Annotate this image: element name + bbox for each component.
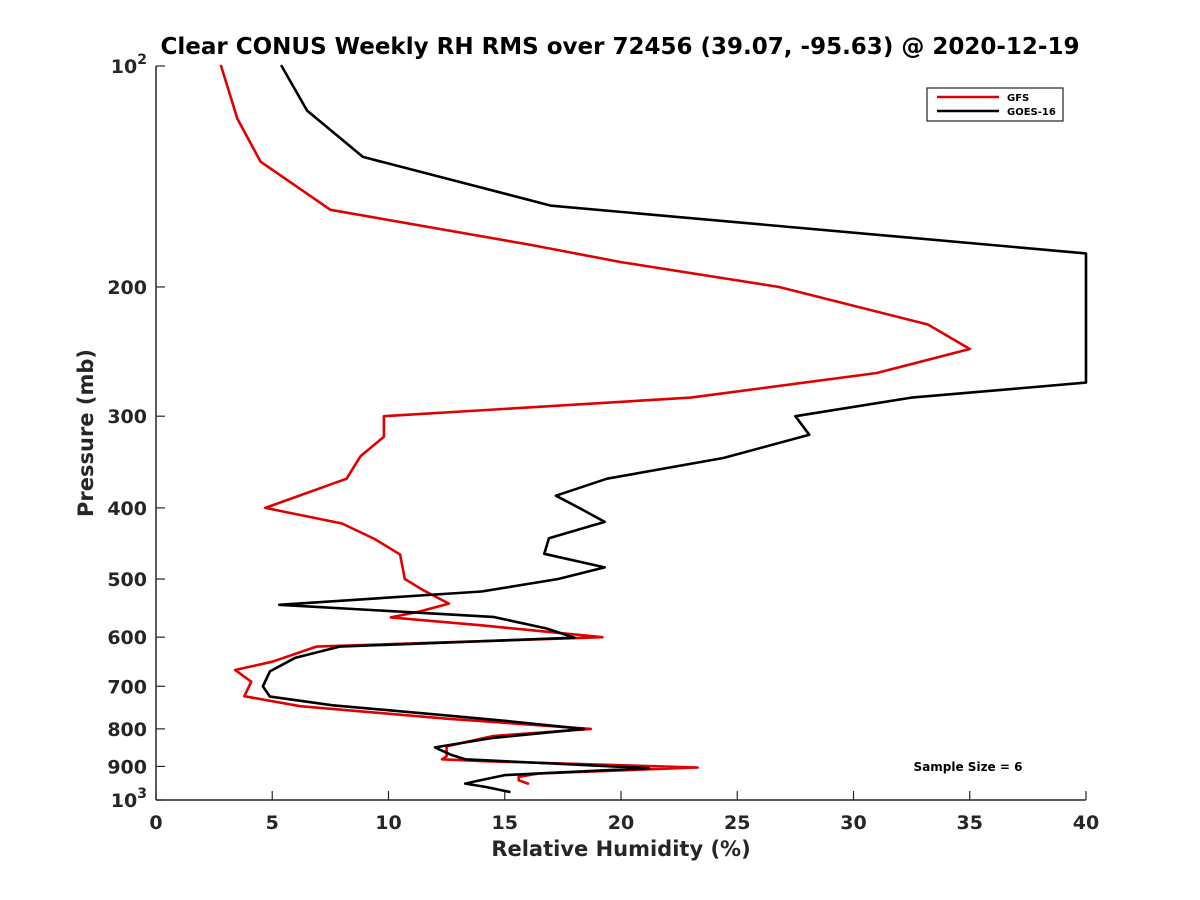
y-axis-label: Pressure (mb) [74,349,98,517]
y-tick-label: 600 [107,627,147,649]
legend-label: GOES-16 [1007,107,1056,118]
series-lines [219,64,1088,794]
y-tick-label: 900 [107,756,147,778]
y-tick-label: 200 [107,277,147,299]
x-tick-label: 0 [149,812,162,834]
x-tick-label: 25 [724,812,750,834]
y-tick-label: 103 [111,786,147,812]
chart-title: Clear CONUS Weekly RH RMS over 72456 (39… [161,34,1080,60]
x-tick-label: 15 [492,812,518,834]
series-line-goes-16 [261,64,1088,794]
axes: 0 5 10 15 20 25 30 35 40 102 200 300 400 500 600 700 800… [107,52,1099,834]
x-axis-label: Relative Humidity (%) [491,837,750,861]
legend-label: GFS [1007,93,1029,104]
x-tick-label: 40 [1073,812,1099,834]
series-line-gfs [219,64,972,785]
y-tick-label: 102 [111,52,147,78]
x-tick-label: 35 [957,812,983,834]
x-tick-label: 5 [266,812,279,834]
x-tick-label: 30 [840,812,866,834]
y-tick-label: 300 [107,406,147,428]
y-tick-label: 700 [107,676,147,698]
x-tick-label: 20 [608,812,634,834]
y-tick-label: 500 [107,569,147,591]
legend-box [926,87,1064,122]
sample-size-annotation: Sample Size = 6 [914,760,1023,774]
legend: GFS GOES-16 [926,87,1064,122]
x-tick-label: 10 [375,812,401,834]
y-tick-label: 800 [107,719,147,741]
y-tick-label: 400 [107,498,147,520]
